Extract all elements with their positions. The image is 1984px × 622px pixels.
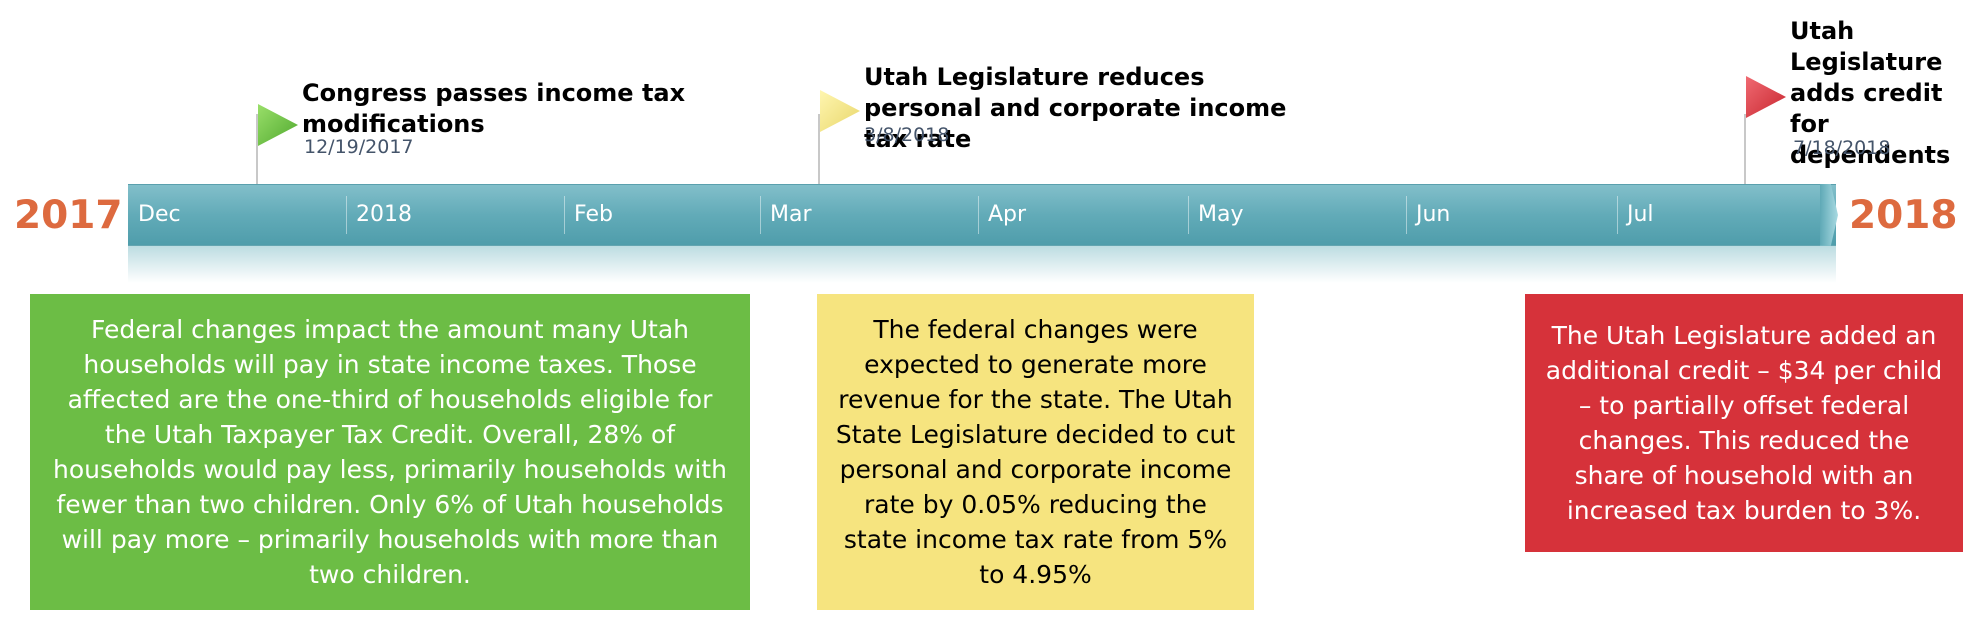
event-title: Congress passes income tax modifications <box>302 79 686 138</box>
event-flag-pole <box>1744 114 1746 184</box>
description-text: Federal changes impact the amount many U… <box>53 315 727 589</box>
description-text: The federal changes were expected to gen… <box>835 315 1236 589</box>
month-label: Feb <box>574 202 613 227</box>
month-label: 2018 <box>356 202 412 227</box>
timeline-bar <box>128 184 1836 246</box>
month-label: Apr <box>988 202 1027 227</box>
month-label: Mar <box>770 202 812 227</box>
month-divider <box>564 196 565 234</box>
description-text: The Utah Legislature added an additional… <box>1545 321 1943 525</box>
red-flag-icon <box>1746 76 1786 118</box>
month-label: Dec <box>138 202 181 227</box>
timeline-bar-end-cap <box>1820 184 1838 246</box>
month-label: Jun <box>1416 202 1451 227</box>
state-rate-cut-description: The federal changes were expected to gen… <box>817 294 1254 610</box>
start-year-label: 2017 <box>14 193 123 238</box>
month-label: Jul <box>1627 202 1654 227</box>
event-title: Utah Legislature reduces personal and co… <box>864 63 1287 153</box>
month-divider <box>1617 196 1618 234</box>
event-flag-pole <box>256 114 258 184</box>
event-date: 3/8/2018 <box>864 124 950 146</box>
month-divider <box>760 196 761 234</box>
event-date: 7/18/2018 <box>1793 137 1891 159</box>
dependent-credit-description: The Utah Legislature added an additional… <box>1525 294 1963 552</box>
month-divider <box>346 196 347 234</box>
month-divider <box>1406 196 1407 234</box>
month-label: May <box>1198 202 1244 227</box>
green-flag-icon <box>258 104 298 146</box>
federal-changes-description: Federal changes impact the amount many U… <box>30 294 750 610</box>
month-divider <box>978 196 979 234</box>
month-divider <box>1188 196 1189 234</box>
event-date: 12/19/2017 <box>304 136 414 158</box>
end-year-label: 2018 <box>1849 193 1958 238</box>
event-flag-pole <box>818 114 820 184</box>
event-title: Utah Legislature adds credit for depende… <box>1790 17 1951 169</box>
timeline-bar-reflection <box>128 245 1836 283</box>
yellow-flag-icon <box>820 90 860 132</box>
